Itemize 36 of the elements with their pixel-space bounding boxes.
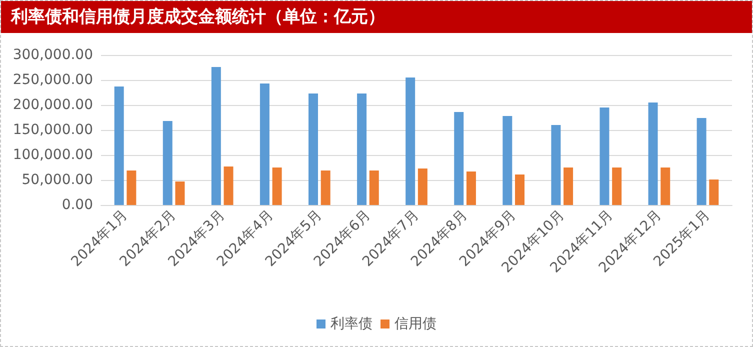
bar	[114, 86, 124, 205]
bar	[564, 168, 574, 205]
chart-title: 利率债和信用债月度成交金额统计（单位：亿元）	[1, 1, 752, 33]
bar	[126, 170, 136, 205]
y-tick-label: 250,000.00	[12, 72, 93, 88]
y-tick-label: 150,000.00	[12, 122, 93, 138]
legend-label: 信用债	[394, 316, 436, 332]
bar	[175, 182, 185, 205]
bar	[211, 67, 221, 205]
bar	[272, 168, 282, 205]
bar	[612, 168, 622, 205]
bar	[454, 112, 464, 205]
bar	[696, 118, 706, 205]
y-tick-label: 50,000.00	[22, 172, 93, 188]
bar	[308, 94, 318, 205]
bar	[224, 166, 234, 205]
y-tick-label: 0.00	[62, 197, 93, 213]
bar	[260, 84, 270, 205]
bar	[709, 180, 719, 205]
bar	[466, 172, 476, 205]
bar	[162, 121, 172, 205]
bar	[406, 78, 416, 205]
legend-label: 利率债	[330, 316, 372, 332]
y-tick-label: 300,000.00	[12, 47, 93, 63]
bar	[648, 102, 658, 205]
y-tick-label: 200,000.00	[12, 97, 93, 113]
bar	[357, 94, 367, 205]
bar	[369, 170, 379, 205]
bar	[515, 174, 524, 205]
bar	[502, 116, 512, 205]
bar	[320, 170, 330, 205]
bar	[660, 168, 670, 205]
bar	[418, 168, 428, 205]
y-tick-label: 100,000.00	[12, 147, 93, 163]
bar	[600, 108, 610, 205]
bar	[551, 125, 561, 205]
